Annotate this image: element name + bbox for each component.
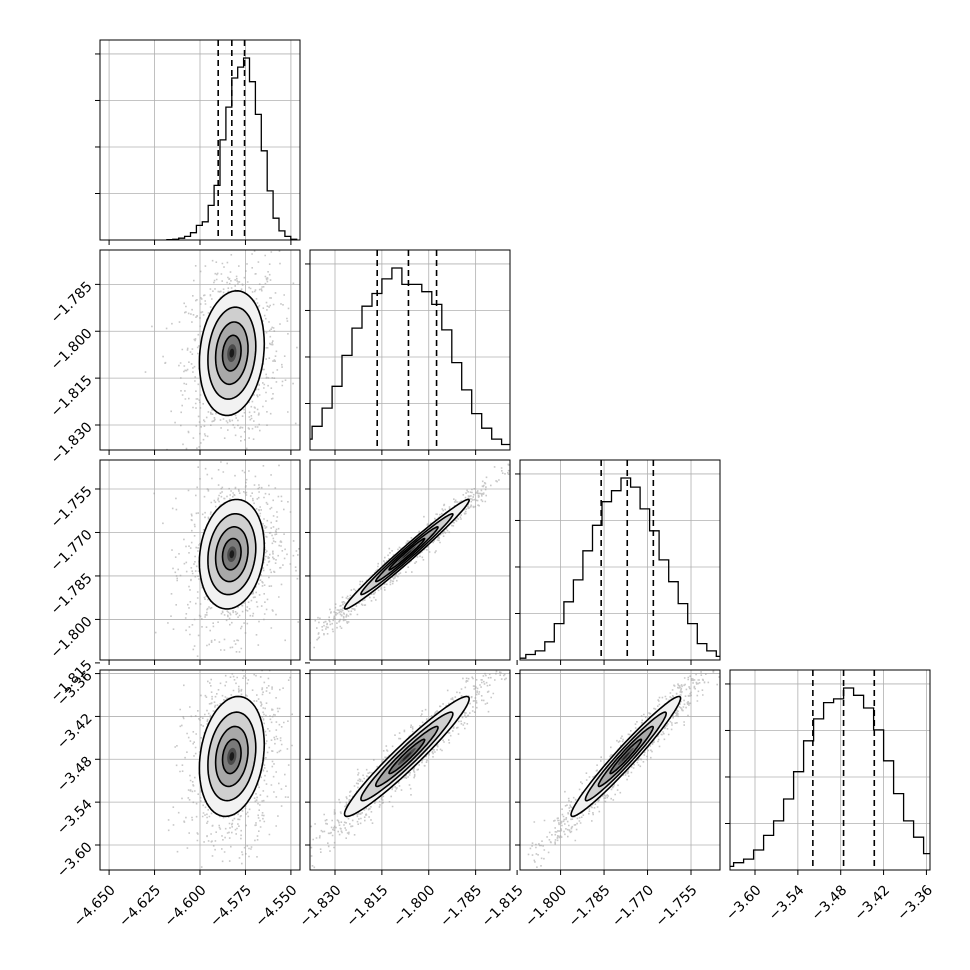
density-layer [167, 670, 293, 868]
contour-line-0 [343, 498, 471, 610]
y-tick-label: −1.770 [48, 527, 96, 575]
density-layer [310, 670, 510, 869]
contour-line-1 [207, 306, 257, 400]
histogram-panel-1 [305, 249, 511, 455]
x-tick-label: −4.625 [116, 882, 164, 930]
histogram-panel-2 [515, 459, 721, 665]
y-tick-label: −3.60 [54, 839, 96, 881]
contour-line-3 [609, 738, 643, 775]
x-tick-label: −3.54 [766, 882, 808, 924]
contour-line-0 [198, 498, 266, 610]
contour-line-0 [198, 289, 266, 417]
density-peak [402, 550, 412, 559]
panel-frame [309, 669, 511, 871]
y-tick-label: −1.800 [48, 614, 96, 662]
x-tick-label: −1.770 [609, 882, 657, 930]
contour-panel-3-1: −1.830−1.815−1.800−1.785 [297, 669, 511, 930]
density-layer [310, 463, 510, 649]
density-layer [144, 250, 298, 450]
x-tick-label: −1.785 [437, 882, 485, 930]
y-tick-label: −1.785 [48, 279, 96, 327]
density-layer [153, 461, 300, 657]
density-layer [527, 670, 720, 868]
x-tick-label: −3.60 [723, 882, 765, 924]
panel-frame [309, 459, 511, 661]
contour-line-3 [388, 537, 426, 571]
y-tick-label: −3.42 [54, 711, 96, 753]
contour-line-2 [374, 525, 439, 583]
density-peak [229, 348, 235, 358]
histogram-bars [310, 267, 510, 446]
contour-line-0 [343, 695, 471, 818]
x-tick-label: −3.48 [809, 882, 851, 924]
y-tick-label: −1.755 [48, 483, 96, 531]
y-tick-label: −3.54 [54, 796, 96, 838]
histogram-bars [520, 477, 720, 659]
contour-panel-3-0: −4.650−4.625−4.600−4.575−4.550 −3.60−3.54… [54, 668, 301, 930]
panel-frame [519, 669, 721, 871]
x-tick-label: −3.36 [894, 882, 936, 924]
y-tick-label: −1.785 [48, 570, 96, 618]
y-tick-label: −1.815 [48, 372, 96, 420]
contour-line-2 [214, 725, 249, 788]
contour-line-0 [198, 695, 266, 818]
x-tick-label: −1.815 [479, 882, 527, 930]
x-tick-label: −1.800 [522, 882, 570, 930]
contour-line-1 [360, 711, 454, 802]
panel-frame [519, 459, 721, 661]
x-tick-label: −1.785 [566, 882, 614, 930]
contour-line-1 [207, 711, 257, 802]
x-tick-label: −1.830 [297, 882, 345, 930]
x-tick-label: −3.42 [852, 882, 894, 924]
x-tick-label: −4.550 [253, 882, 301, 930]
density-peak [229, 550, 235, 559]
y-tick-label: −3.48 [54, 754, 96, 796]
contour-line-3 [221, 537, 242, 571]
panel-frame [309, 249, 511, 451]
contour-panel-2-1 [305, 459, 511, 665]
panel-frame [729, 669, 931, 871]
contour-line-3 [388, 738, 426, 775]
y-tick-label: −1.800 [48, 326, 96, 374]
contour-line-2 [374, 725, 439, 788]
x-tick-label: −1.755 [653, 882, 701, 930]
contour-line-2 [597, 725, 655, 788]
x-tick-label: −1.815 [344, 882, 392, 930]
x-tick-label: −4.600 [162, 882, 210, 930]
contour-line-2 [214, 321, 249, 386]
contour-line-2 [214, 526, 249, 583]
contour-panel-2-0: −1.815−1.800−1.785−1.770−1.755 [48, 459, 301, 705]
contour-panel-1-0: −1.830−1.815−1.800−1.785 [48, 249, 301, 467]
contour-line-3 [221, 334, 242, 372]
contour-panel-3-2: −1.815−1.800−1.785−1.770−1.755 [479, 669, 721, 930]
x-tick-label: −1.800 [390, 882, 438, 930]
density-peak [229, 752, 235, 761]
contour-line-1 [207, 513, 257, 596]
contour-line-3 [221, 738, 242, 775]
x-tick-label: −4.575 [207, 882, 255, 930]
histogram-panel-3: −3.60 −3.54 −3.48 −3.42 −3.36 [723, 669, 936, 924]
x-tick-label: −4.650 [71, 882, 119, 930]
density-peak [621, 752, 630, 761]
histogram-panel-0 [95, 39, 301, 245]
scatter-points [310, 670, 510, 869]
contour-line-1 [360, 512, 454, 596]
y-tick-label: −1.830 [48, 419, 96, 467]
contour-line-1 [584, 711, 668, 802]
contour-line-0 [570, 695, 682, 818]
density-peak [402, 752, 412, 761]
